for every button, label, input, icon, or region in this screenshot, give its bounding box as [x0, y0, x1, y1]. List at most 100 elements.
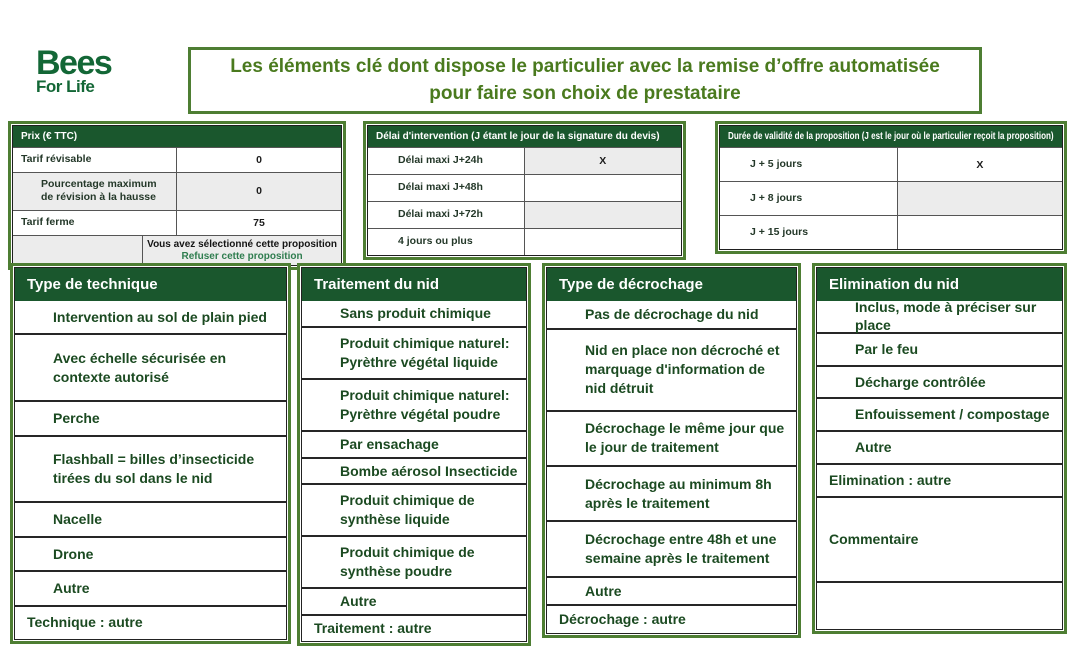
table-row: Délai maxi J+24h X — [368, 147, 681, 174]
panel-row-label: Décrochage le même jour que le jour de t… — [585, 420, 785, 456]
panel-row-label: Décrochage au minimum 8h après le traite… — [585, 475, 772, 511]
panel-body: Elimination du nid Inclus, mode à précise… — [816, 267, 1063, 630]
panel-row-label: Flashball = billes d’insecticide tirées … — [53, 451, 255, 486]
panel-row-label: Elimination : autre — [829, 471, 952, 488]
row-value — [525, 175, 682, 201]
table-header-text: Délai d'intervention (J étant le jour de… — [376, 131, 660, 142]
row-label: Délai maxi J+24h — [368, 148, 525, 174]
panel-row: Décrochage au minimum 8h après le traite… — [547, 467, 796, 523]
table-header: Durée de validité de la proposition (J e… — [720, 126, 1062, 147]
panel-row-label: Bombe aérosol Insecticide — [340, 462, 518, 479]
panel-row: Inclus, mode à préciser sur place — [817, 298, 1062, 334]
panel-row: Décharge contrôlée — [817, 367, 1062, 400]
panel-row: Avec échelle sécurisée en contexte autor… — [15, 335, 286, 403]
panel-row: Flashball = billes d’insecticide tirées … — [15, 437, 286, 504]
row-label: Délai maxi J+72h — [368, 202, 525, 228]
table-row: J + 15 jours — [720, 215, 1062, 249]
panel-row-label: Commentaire — [829, 530, 919, 547]
refuse-proposal-link[interactable]: Refuser cette proposition — [181, 250, 303, 262]
panel-row: Traitement : autre — [302, 616, 526, 641]
row-value: 0 — [256, 153, 262, 166]
table-body: Délai d'intervention (J étant le jour de… — [367, 125, 682, 256]
intervention-delay-table: Délai d'intervention (J étant le jour de… — [363, 121, 686, 260]
table-row: J + 8 jours — [720, 181, 1062, 215]
row-label: Délai maxi J+48h — [368, 175, 525, 201]
panel-header: Type de technique — [15, 268, 286, 301]
panel-row-label: Drone — [53, 545, 94, 562]
selection-status: Vous avez sélectionné cette proposition — [147, 238, 337, 250]
table-body: Durée de validité de la proposition (J e… — [719, 125, 1063, 250]
panel-row: Autre — [15, 572, 286, 607]
panel-row: Produit chimique de synthèse liquide — [302, 485, 526, 538]
row-value: 0 — [256, 185, 262, 198]
panel-body: Type de technique Intervention au sol de … — [14, 267, 287, 640]
row-value: X — [524, 148, 681, 174]
panel-row-label: Produit chimique de synthèse poudre — [340, 544, 475, 580]
row-label: J + 15 jours — [720, 216, 898, 249]
panel-row-label: Produit chimique de synthèse liquide — [340, 492, 475, 528]
table-header: Prix (€ TTC) — [13, 126, 341, 147]
table-header: Délai d'intervention (J étant le jour de… — [368, 126, 681, 147]
panel-row: Nid en place non décroché et marquage d'… — [547, 330, 796, 412]
panel-row: Produit chimique naturel: Pyrèthre végét… — [302, 380, 526, 432]
table-row: Pourcentage maximum de révision à la hau… — [13, 171, 341, 210]
price-table: Prix (€ TTC) Tarif révisable 0 Pourcentage … — [8, 121, 346, 270]
panel-row: Enfouissement / compostage — [817, 399, 1062, 433]
panel-body: Traitement du nid Sans produit chimique Pr… — [301, 267, 527, 642]
table-body: Prix (€ TTC) Tarif révisable 0 Pourcentage … — [12, 125, 342, 266]
row-label: Tarif ferme — [13, 210, 177, 235]
logo-text-bees: Bees — [36, 44, 113, 82]
panel-row-label: Décrochage entre 48h et une semaine aprè… — [585, 531, 777, 566]
table-row: Délai maxi J+72h — [368, 201, 681, 228]
table-row: J + 5 jours X — [720, 147, 1062, 181]
panel-row-label: Autre — [53, 579, 90, 596]
table-row: Tarif révisable 0 — [13, 147, 341, 172]
row-value: X — [976, 158, 984, 171]
row-value — [524, 202, 681, 228]
panel-row: Bombe aérosol Insecticide — [302, 459, 526, 486]
panel-row: Décrochage entre 48h et une semaine aprè… — [547, 522, 796, 578]
panel-row-label: Nacelle — [53, 511, 103, 528]
panel-traitement: Traitement du nid Sans produit chimique Pr… — [297, 263, 531, 646]
panel-row: Autre — [817, 432, 1062, 465]
row-label: Pourcentage maximum de révision à la hau… — [13, 172, 177, 210]
panel-row: Drone — [15, 538, 286, 573]
panel-row-label: Avec échelle sécurisée en contexte autor… — [53, 349, 227, 385]
panel-row: Nacelle — [15, 503, 286, 538]
panel-header: Elimination du nid — [817, 268, 1062, 301]
row-value — [525, 229, 682, 255]
table-row: 4 jours ou plus — [368, 228, 681, 255]
selection-cell: Vous avez sélectionné cette proposition R… — [143, 236, 341, 265]
panel-row: Décrochage : autre — [547, 606, 796, 633]
panel-row-label: Décrochage : autre — [559, 611, 686, 628]
panel-row-label: Nid en place non décroché et marquage d'… — [585, 342, 780, 397]
selection-row: Vous avez sélectionné cette proposition R… — [13, 234, 341, 265]
panel-row-label: Inclus, mode à préciser sur place — [855, 298, 1037, 334]
panel-body: Type de décrochage Pas de décrochage du n… — [546, 267, 797, 634]
panel-row-label: Par ensachage — [340, 435, 439, 452]
bees-for-life-logo: Bees For Life — [36, 44, 113, 97]
panel-row: Pas de décrochage du nid — [547, 301, 796, 330]
row-label: J + 8 jours — [720, 182, 898, 215]
panel-row-label: Décharge contrôlée — [855, 373, 986, 390]
panel-row: Produit chimique naturel: Pyrèthre végét… — [302, 328, 526, 380]
table-header-text: Durée de validité de la proposition (J e… — [728, 131, 1054, 142]
panel-row: Par le feu — [817, 334, 1062, 367]
row-value — [898, 216, 1062, 249]
table-row: Tarif ferme 75 — [13, 209, 341, 235]
panel-decrochage: Type de décrochage Pas de décrochage du n… — [542, 263, 801, 638]
panel-row-label: Sans produit chimique — [340, 305, 491, 322]
panel-row-label: Produit chimique naturel: Pyrèthre végét… — [340, 334, 510, 370]
row-value — [897, 182, 1062, 215]
page-title: Les éléments clé dont dispose le particu… — [188, 47, 982, 115]
panel-row: Sans produit chimique — [302, 301, 526, 328]
panel-header: Type de décrochage — [547, 268, 796, 301]
panel-row-label: Par le feu — [855, 340, 919, 357]
panel-row: Par ensachage — [302, 432, 526, 459]
panel-row-label: Pas de décrochage du nid — [585, 305, 759, 322]
row-value: 75 — [253, 216, 265, 229]
panel-row-label: Autre — [340, 593, 377, 610]
panel-row-label: Enfouissement / compostage — [855, 406, 1050, 423]
row-label: 4 jours ou plus — [368, 229, 525, 255]
